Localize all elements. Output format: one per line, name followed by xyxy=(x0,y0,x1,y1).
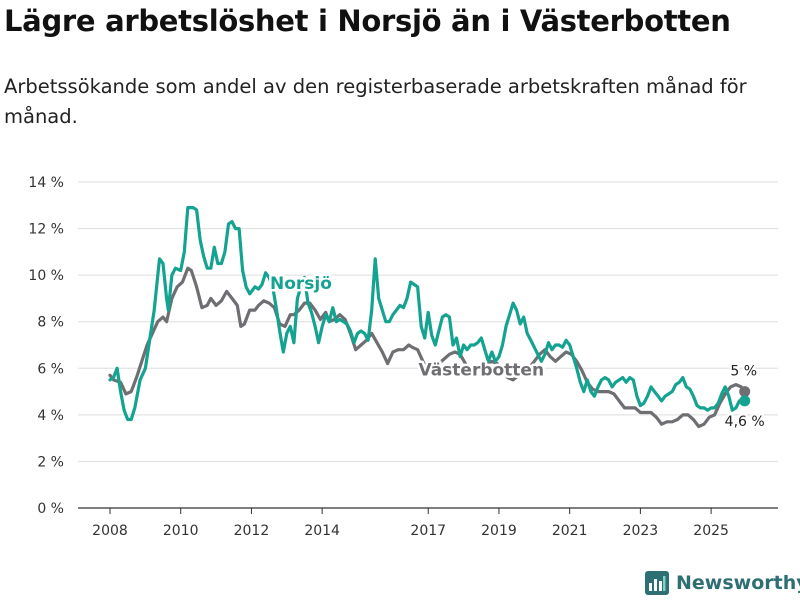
x-tick-label: 2025 xyxy=(693,523,729,539)
y-axis-ticks: 0 % 2 % 4 % 6 % 8 % 10 % 12 % 14 % xyxy=(28,175,64,517)
series-label-vasterbotten: Västerbotten xyxy=(418,360,544,380)
end-label-norsjo: 4,6 % xyxy=(725,414,765,430)
x-tick-label: 2019 xyxy=(481,523,517,539)
y-tick-label: 2 % xyxy=(37,454,64,470)
newsworthy-logo[interactable]: Newsworthy xyxy=(645,568,800,598)
grid-lines xyxy=(78,181,778,509)
x-axis-ticks: 2008 2010 2012 2014 2017 2019 2021 2023 2025 xyxy=(92,508,729,539)
x-tick-label: 2014 xyxy=(304,523,340,539)
end-label-halo-norsjo: 4,6 % xyxy=(725,414,765,430)
end-point-vasterbotten xyxy=(739,386,751,398)
y-tick-label: 10 % xyxy=(28,268,64,284)
y-tick-label: 4 % xyxy=(37,408,64,424)
x-tick-label: 2012 xyxy=(234,523,270,539)
end-label-halo-vasterbotten: 5 % xyxy=(730,364,757,380)
x-tick-label: 2023 xyxy=(623,523,659,539)
y-tick-label: 12 % xyxy=(28,222,64,238)
y-tick-label: 6 % xyxy=(37,361,64,377)
series-label-halo-vasterbotten: Västerbotten xyxy=(418,360,544,380)
chart-title: Lägre arbetslöshet i Norsjö än i Västerb… xyxy=(4,4,731,38)
x-tick-label: 2017 xyxy=(410,523,446,539)
series-lines xyxy=(108,206,751,429)
series-line-norsjo xyxy=(108,206,747,422)
y-tick-label: 14 % xyxy=(28,175,64,191)
chart-subtitle: Arbetssökande som andel av den registerb… xyxy=(4,75,747,128)
y-tick-label: 8 % xyxy=(37,315,64,331)
end-label-vasterbotten: 5 % xyxy=(730,364,757,380)
series-line-vasterbotten xyxy=(108,266,747,429)
newsworthy-icon xyxy=(645,571,669,595)
x-tick-label: 2010 xyxy=(163,523,199,539)
end-point-norsjo xyxy=(739,395,751,407)
x-tick-label: 2021 xyxy=(552,523,588,539)
y-tick-label: 0 % xyxy=(37,501,64,517)
x-tick-label: 2008 xyxy=(92,523,128,539)
brand-name: Newsworthy xyxy=(676,572,800,594)
series-label-halo-norsjo: Norsjö xyxy=(270,274,332,294)
series-label-norsjo: Norsjö xyxy=(270,274,332,294)
